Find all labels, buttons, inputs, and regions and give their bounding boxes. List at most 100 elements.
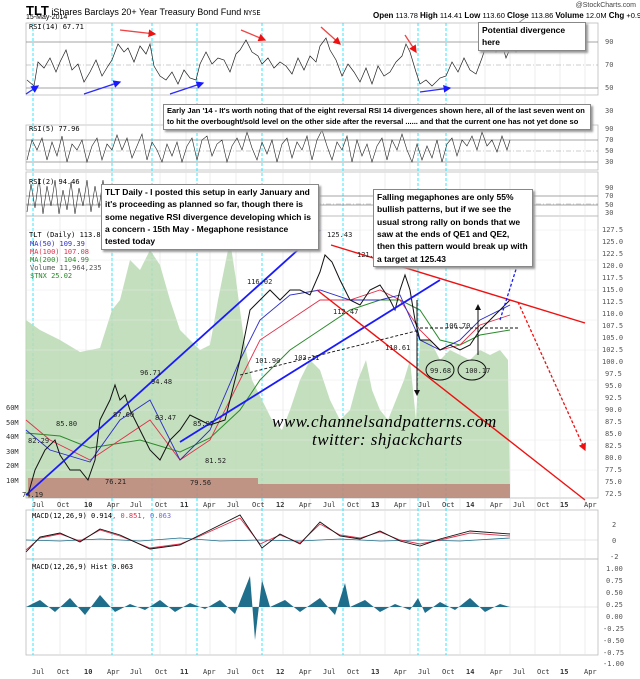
svg-text:30: 30: [605, 158, 613, 166]
svg-text:10M: 10M: [6, 477, 19, 485]
svg-text:85.97: 85.97: [193, 420, 214, 428]
macd-hist-label: MACD(12,26,9) Hist 0.063: [32, 563, 133, 571]
svg-text:11: 11: [180, 501, 188, 509]
svg-text:87.60: 87.60: [113, 411, 134, 419]
svg-text:Apr: Apr: [490, 668, 503, 676]
chart-date: 15-May-2014: [26, 14, 68, 21]
svg-text:Jul: Jul: [227, 501, 240, 509]
svg-text:102.5: 102.5: [602, 346, 623, 354]
svg-text:Apr: Apr: [299, 668, 312, 676]
rsi14-label: RSI(14) 67.71: [29, 23, 84, 31]
svg-text:94.48: 94.48: [151, 378, 172, 386]
svg-text:Jul: Jul: [227, 668, 240, 676]
svg-text:Oct: Oct: [347, 668, 360, 676]
x-axis-top: Jul Oct 10 Apr Jul Oct 11 Apr Jul Oct 12 Apr Jul O…: [32, 501, 597, 509]
svg-text:Apr: Apr: [584, 668, 597, 676]
annotation-early-jan: Early Jan '14 - It's worth noting that o…: [163, 104, 591, 130]
svg-text:96.71: 96.71: [140, 369, 161, 377]
svg-text:121.76: 121.76: [357, 251, 382, 259]
open-value: 113.78: [395, 11, 418, 20]
svg-text:75.0: 75.0: [605, 478, 622, 486]
svg-text:87.5: 87.5: [605, 418, 622, 426]
svg-text:10: 10: [84, 501, 92, 509]
annotation-divergence: Potential divergence here: [478, 22, 586, 51]
svg-text:Jul: Jul: [323, 668, 336, 676]
svg-text:Jul: Jul: [418, 668, 431, 676]
legend-tnx: $TNX 25.02: [30, 272, 72, 280]
macd-label: MACD(12,26,9) 0.914, 0.851, 0.063: [32, 512, 171, 520]
svg-text:12: 12: [276, 501, 284, 509]
svg-text:101.90: 101.90: [255, 357, 280, 365]
svg-text:125.0: 125.0: [602, 238, 623, 246]
svg-text:80.0: 80.0: [605, 454, 622, 462]
svg-text:70: 70: [605, 61, 613, 69]
svg-text:107.5: 107.5: [602, 322, 623, 330]
svg-text:20M: 20M: [6, 462, 19, 470]
svg-text:83.47: 83.47: [155, 414, 176, 422]
annotation-megaphone: Falling megaphones are only 55% bullish …: [373, 189, 533, 267]
svg-text:90: 90: [605, 125, 613, 133]
svg-text:13: 13: [371, 501, 379, 509]
svg-text:110.0: 110.0: [602, 310, 623, 318]
svg-text:60M: 60M: [6, 404, 19, 412]
svg-text:Apr: Apr: [107, 668, 120, 676]
svg-text:106.70: 106.70: [445, 322, 470, 330]
svg-text:-0.50: -0.50: [603, 637, 624, 645]
svg-text:50: 50: [605, 84, 613, 92]
rsi2-label: RSI(2) 94.46: [29, 178, 80, 186]
svg-text:Oct: Oct: [57, 501, 70, 509]
svg-text:70: 70: [605, 192, 613, 200]
chart-title: TLT iShares Barclays 20+ Year Treasury B…: [26, 3, 261, 18]
svg-text:Apr: Apr: [584, 501, 597, 509]
svg-text:Jul: Jul: [130, 501, 143, 509]
svg-text:Apr: Apr: [394, 501, 407, 509]
svg-text:40M: 40M: [6, 433, 19, 441]
svg-text:-0.75: -0.75: [603, 649, 624, 657]
svg-text:10: 10: [84, 668, 92, 676]
svg-text:Apr: Apr: [203, 501, 216, 509]
svg-text:0.00: 0.00: [606, 613, 623, 621]
annotation-tlt-daily: TLT Daily - I posted this setup in early…: [101, 184, 319, 250]
svg-text:-0.25: -0.25: [603, 625, 624, 633]
svg-text:30: 30: [605, 209, 613, 217]
volume-value: 12.0M: [585, 11, 607, 20]
svg-text:99.68: 99.68: [430, 367, 451, 375]
svg-text:-1.00: -1.00: [603, 660, 624, 668]
svg-text:2: 2: [612, 521, 616, 529]
svg-text:90: 90: [605, 38, 613, 46]
svg-text:70: 70: [605, 136, 613, 144]
svg-text:0.75: 0.75: [606, 577, 623, 585]
svg-text:115.0: 115.0: [602, 286, 623, 294]
price-label: TLT (Daily) 113.86: [29, 231, 105, 239]
svg-text:0: 0: [612, 537, 616, 545]
svg-text:97.5: 97.5: [605, 370, 622, 378]
legend-ma200: MA(200) 104.99: [30, 256, 89, 264]
svg-text:12: 12: [276, 668, 284, 676]
svg-text:Oct: Oct: [347, 501, 360, 509]
close-value: 113.86: [530, 11, 554, 20]
svg-text:Jul: Jul: [418, 501, 431, 509]
legend-ma50: MA(50) 109.39: [30, 240, 85, 248]
svg-text:Apr: Apr: [107, 501, 120, 509]
svg-text:Oct: Oct: [442, 668, 455, 676]
svg-text:Oct: Oct: [537, 501, 550, 509]
svg-text:85.0: 85.0: [605, 430, 622, 438]
quote-bar: Open 113.78 High 114.41 Low 113.60 Close…: [373, 11, 640, 20]
svg-text:112.5: 112.5: [602, 298, 623, 306]
svg-text:Jul: Jul: [513, 668, 526, 676]
legend-ma100: MA(100) 107.08: [30, 248, 89, 256]
svg-text:Jul: Jul: [32, 668, 45, 676]
svg-text:0.50: 0.50: [606, 589, 623, 597]
svg-text:76.21: 76.21: [105, 478, 126, 486]
svg-text:110.61: 110.61: [385, 344, 410, 352]
exchange: NYSE: [243, 9, 261, 17]
svg-text:79.56: 79.56: [190, 479, 211, 487]
svg-text:Apr: Apr: [203, 668, 216, 676]
svg-text:117.5: 117.5: [602, 274, 623, 282]
svg-text:Oct: Oct: [442, 501, 455, 509]
svg-text:15: 15: [560, 668, 568, 676]
rsi5-label: RSI(5) 77.96: [29, 125, 80, 133]
svg-text:82.5: 82.5: [605, 442, 622, 450]
svg-text:Apr: Apr: [490, 501, 503, 509]
